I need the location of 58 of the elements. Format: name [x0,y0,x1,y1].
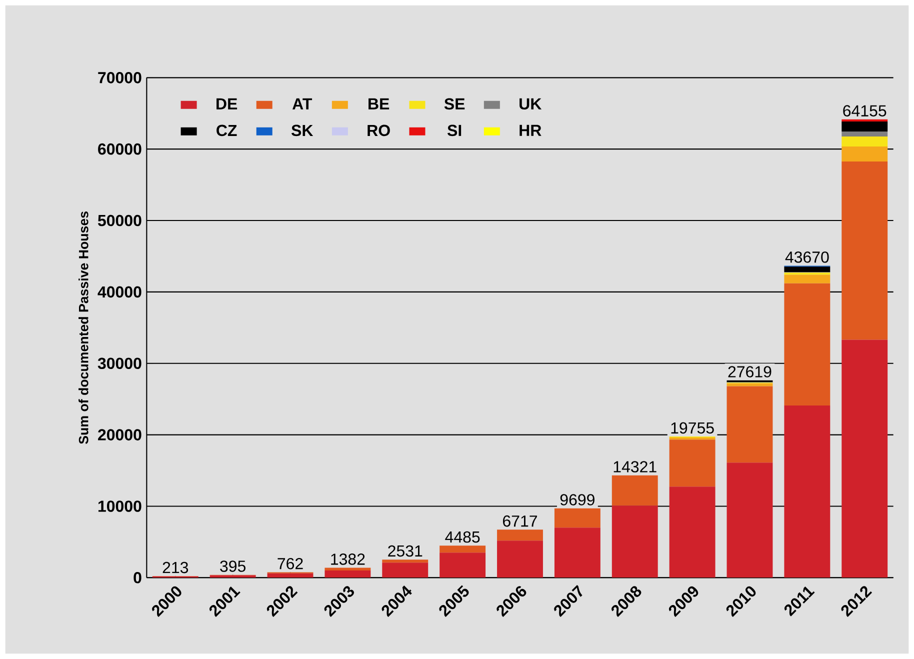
y-tick-label: 10000 [98,500,142,512]
bar [612,506,658,578]
total-label: 2531 [388,545,422,557]
bar [726,462,773,578]
total-label: 6717 [503,515,537,527]
bar [669,440,716,487]
total-label: 27619 [728,366,772,378]
total-label: 395 [220,560,246,572]
bar [784,406,830,578]
y-tick-label: 50000 [98,214,142,226]
y-tick-label: 0 [134,572,142,584]
legend-label: CZ [216,124,237,136]
total-label: 1382 [331,554,365,565]
bar [842,162,888,340]
bar [842,136,888,147]
y-tick-label: 70000 [98,72,142,84]
bar [842,122,888,132]
bar [440,552,486,578]
total-label: 762 [278,558,303,570]
bar [669,486,716,578]
bar [497,540,543,578]
total-label: 4485 [445,531,480,543]
bar [267,573,314,578]
y-tick-label: 40000 [98,286,142,298]
legend-label: BE [368,98,390,110]
bar [324,568,371,571]
total-label: 64155 [843,105,886,116]
bar [554,528,600,578]
bar [382,562,428,578]
legend-label: SK [291,124,314,136]
y-tick-label: 20000 [98,429,142,440]
legend-label: HR [520,124,542,136]
total-label: 43670 [785,251,829,263]
bar [554,508,600,528]
legend-label: SE [444,98,465,110]
bar [842,340,888,578]
total-label: 19755 [671,422,714,434]
total-label: 14321 [614,461,656,472]
legend-label: RO [368,124,390,136]
y-axis-title: Sum of documented Passive Houses [78,212,88,444]
bar [324,570,371,578]
y-tick-label: 30000 [98,358,142,370]
legend-label: SI [447,124,462,136]
bar [842,119,888,122]
legend-label: UK [520,98,542,110]
bar [842,132,888,137]
legend-label: DE [216,98,238,110]
bar [726,386,773,463]
bar [842,146,888,162]
bar [669,437,716,440]
y-tick-label: 60000 [98,143,142,155]
total-label: 213 [162,562,188,574]
bar [382,560,428,563]
total-label: 9699 [560,494,594,506]
bar [784,266,830,272]
bar [784,274,830,284]
bar [784,283,830,406]
legend-label: AT [292,98,312,110]
